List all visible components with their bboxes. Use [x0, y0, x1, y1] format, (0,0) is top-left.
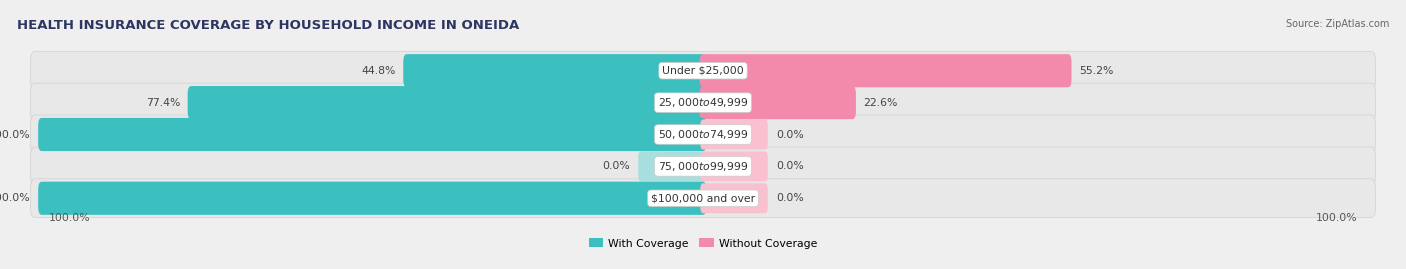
- Text: 0.0%: 0.0%: [602, 161, 630, 171]
- Text: 100.0%: 100.0%: [1316, 213, 1358, 223]
- Text: 0.0%: 0.0%: [776, 161, 804, 171]
- FancyBboxPatch shape: [700, 86, 856, 119]
- Text: HEALTH INSURANCE COVERAGE BY HOUSEHOLD INCOME IN ONEIDA: HEALTH INSURANCE COVERAGE BY HOUSEHOLD I…: [17, 19, 519, 32]
- FancyBboxPatch shape: [31, 115, 1375, 154]
- FancyBboxPatch shape: [700, 54, 1071, 87]
- FancyBboxPatch shape: [638, 151, 706, 181]
- Text: Source: ZipAtlas.com: Source: ZipAtlas.com: [1285, 19, 1389, 29]
- Text: 100.0%: 100.0%: [48, 213, 90, 223]
- Text: 55.2%: 55.2%: [1080, 66, 1114, 76]
- Text: 77.4%: 77.4%: [146, 98, 180, 108]
- Text: 22.6%: 22.6%: [863, 98, 898, 108]
- Text: 100.0%: 100.0%: [0, 129, 31, 140]
- FancyBboxPatch shape: [31, 147, 1375, 186]
- Text: 0.0%: 0.0%: [776, 129, 804, 140]
- Text: $100,000 and over: $100,000 and over: [651, 193, 755, 203]
- FancyBboxPatch shape: [404, 54, 706, 87]
- FancyBboxPatch shape: [700, 183, 768, 213]
- FancyBboxPatch shape: [38, 182, 706, 215]
- Text: $50,000 to $74,999: $50,000 to $74,999: [658, 128, 748, 141]
- Text: $25,000 to $49,999: $25,000 to $49,999: [658, 96, 748, 109]
- FancyBboxPatch shape: [187, 86, 706, 119]
- FancyBboxPatch shape: [31, 179, 1375, 218]
- FancyBboxPatch shape: [700, 119, 768, 150]
- Text: 100.0%: 100.0%: [0, 193, 31, 203]
- Text: 44.8%: 44.8%: [361, 66, 395, 76]
- FancyBboxPatch shape: [31, 83, 1375, 122]
- FancyBboxPatch shape: [38, 118, 706, 151]
- Text: $75,000 to $99,999: $75,000 to $99,999: [658, 160, 748, 173]
- FancyBboxPatch shape: [700, 151, 768, 181]
- FancyBboxPatch shape: [31, 51, 1375, 90]
- Text: 0.0%: 0.0%: [776, 193, 804, 203]
- Text: Under $25,000: Under $25,000: [662, 66, 744, 76]
- Legend: With Coverage, Without Coverage: With Coverage, Without Coverage: [585, 234, 821, 253]
